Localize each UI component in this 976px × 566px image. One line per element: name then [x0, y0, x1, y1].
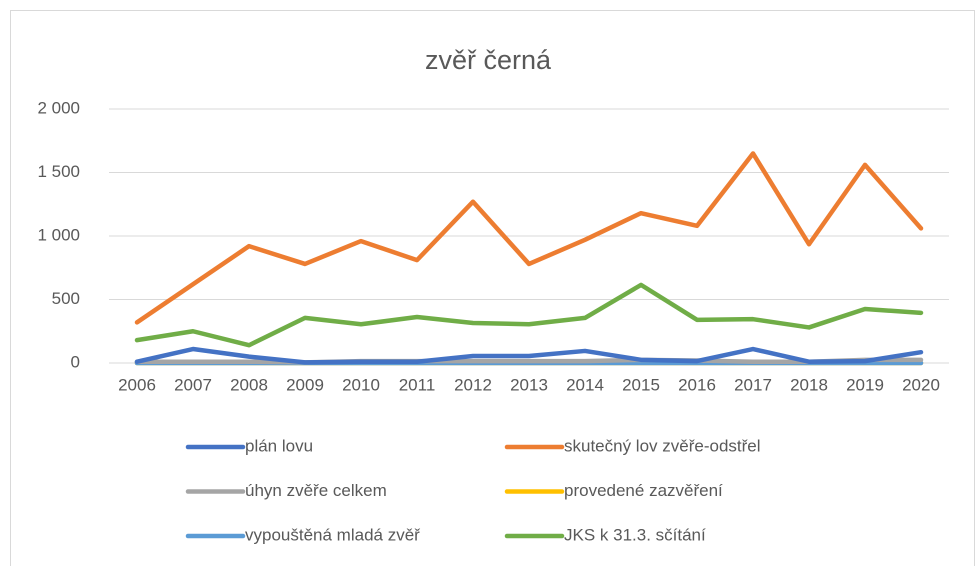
series-line — [134, 282, 924, 348]
legend-label: JKS k 31.3. sčítání — [564, 525, 706, 544]
legend-label: skutečný lov zvěře-odstřel — [564, 436, 761, 455]
chart-title: zvěř černá — [425, 45, 552, 75]
legend-label: provedené zazvěření — [564, 481, 723, 500]
x-tick-label: 2015 — [622, 375, 660, 394]
legend-label: úhyn zvěře celkem — [245, 481, 387, 500]
legend-label: vypouštěná mladá zvěř — [245, 525, 420, 544]
y-tick-label: 1 500 — [37, 162, 80, 181]
series-line — [134, 357, 924, 365]
x-tick-label: 2008 — [230, 375, 268, 394]
y-tick-label: 500 — [52, 289, 80, 308]
x-tick-label: 2007 — [174, 375, 212, 394]
chart-frame — [10, 10, 975, 566]
x-tick-label: 2019 — [846, 375, 884, 394]
x-tick-label: 2017 — [734, 375, 772, 394]
x-tick-label: 2006 — [118, 375, 156, 394]
y-tick-label: 0 — [71, 352, 80, 371]
x-tick-label: 2010 — [342, 375, 380, 394]
x-tick-label: 2011 — [399, 375, 436, 394]
x-tick-label: 2013 — [510, 375, 548, 394]
x-tick-label: 2012 — [454, 375, 492, 394]
x-tick-label: 2018 — [790, 375, 828, 394]
y-tick-label: 1 000 — [37, 225, 80, 244]
series-line — [134, 346, 924, 365]
x-tick-label: 2009 — [286, 375, 324, 394]
y-tick-label: 2 000 — [37, 98, 80, 117]
series-line — [134, 151, 924, 325]
x-tick-label: 2014 — [566, 375, 604, 394]
legend-label: plán lovu — [245, 436, 313, 455]
x-tick-label: 2016 — [678, 375, 716, 394]
x-tick-label: 2020 — [902, 375, 940, 394]
